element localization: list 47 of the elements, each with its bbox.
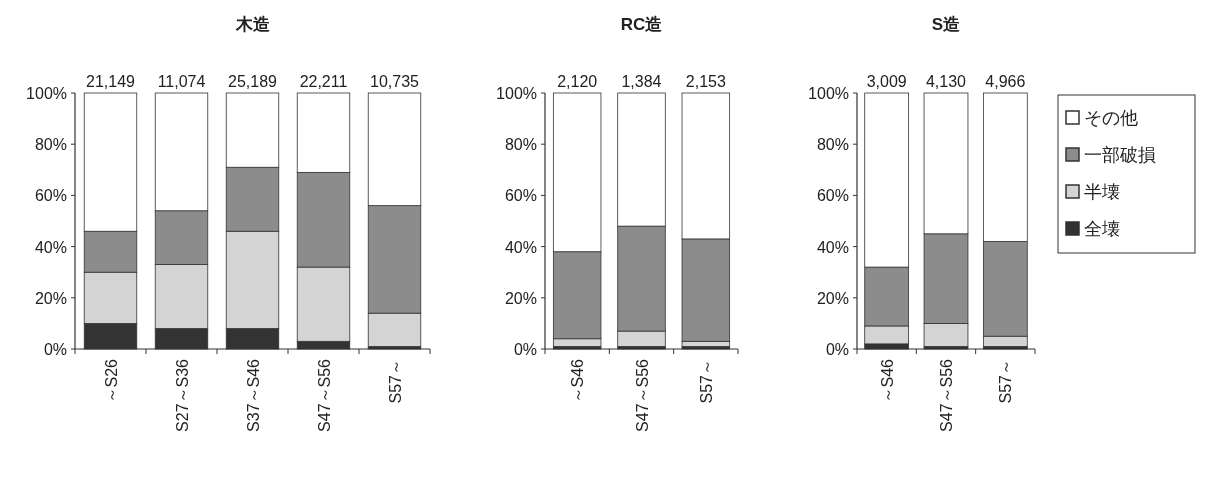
- legend-label: その他: [1084, 108, 1138, 128]
- annotation: 1,384: [621, 73, 662, 90]
- y-tick-label: 80%: [816, 136, 849, 154]
- x-tick-label: S57～: [386, 359, 404, 404]
- y-tick-label: 80%: [504, 136, 537, 154]
- annotation: 21,149: [86, 73, 136, 90]
- y-tick-label: 80%: [34, 136, 67, 154]
- annotation: 4,130: [925, 73, 967, 90]
- x-tick-label: S27～S36: [173, 358, 191, 432]
- annotation: 2,120: [557, 73, 598, 90]
- x-tick-label: ～S26: [102, 358, 120, 404]
- legend-label: 半壊: [1084, 182, 1120, 202]
- annotation: 11,074: [157, 73, 206, 90]
- y-tick-label: 60%: [816, 187, 849, 205]
- x-tick-label: S57～: [697, 359, 715, 404]
- y-tick-label: 60%: [34, 187, 67, 205]
- x-tick-label: ～S46: [878, 358, 896, 404]
- y-tick-label: 100%: [808, 85, 849, 102]
- x-tick-label: ～S46: [569, 358, 587, 404]
- legend-label: 一部破損: [1084, 145, 1156, 165]
- y-tick-label: 60%: [504, 187, 537, 205]
- x-tick-label: S47～S56: [938, 358, 955, 432]
- annotation: 4,966: [985, 73, 1026, 90]
- annotation: 2,153: [685, 73, 726, 90]
- y-tick-label: 20%: [34, 289, 67, 307]
- x-tick-label: S37～S46: [244, 358, 262, 432]
- y-tick-label: 40%: [816, 238, 849, 256]
- chart-title: RC造: [620, 15, 663, 34]
- y-tick-label: 20%: [816, 289, 849, 307]
- y-tick-label: 0%: [43, 341, 67, 358]
- legend-label: 全壊: [1084, 219, 1120, 239]
- y-tick-label: 40%: [34, 238, 67, 256]
- y-tick-label: 40%: [504, 238, 537, 256]
- y-tick-label: 0%: [825, 341, 849, 358]
- x-tick-label: S47～S56: [633, 358, 651, 432]
- x-tick-label: S57～: [997, 359, 1015, 404]
- chart-title: S造: [931, 15, 961, 34]
- annotation: 22,211: [299, 73, 348, 90]
- chart-title: 木造: [234, 15, 270, 34]
- y-tick-label: 0%: [513, 341, 537, 358]
- annotation: 3,009: [866, 73, 907, 90]
- annotation: 10,735: [370, 73, 420, 90]
- annotation: 25,189: [228, 73, 278, 90]
- y-tick-label: 20%: [504, 289, 537, 307]
- y-tick-label: 100%: [26, 85, 67, 102]
- x-tick-label: S47～S56: [315, 358, 333, 432]
- y-tick-label: 100%: [496, 85, 537, 102]
